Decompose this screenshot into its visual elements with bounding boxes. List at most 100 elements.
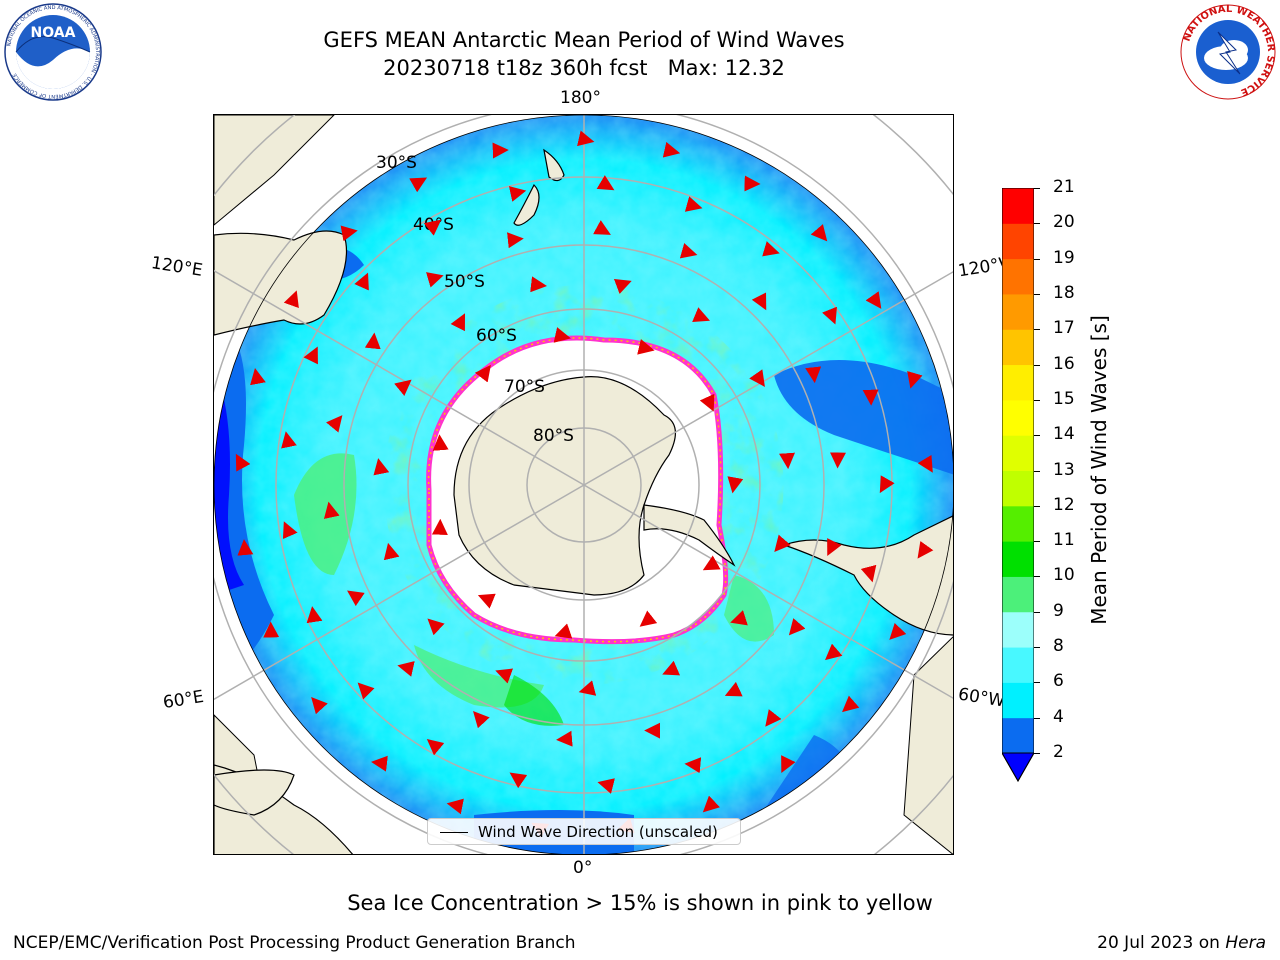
colorbar-under-triangle xyxy=(1001,752,1035,783)
colorbar-tick-label: 6 xyxy=(1053,671,1064,692)
wind-wave-arrow xyxy=(364,332,381,350)
colorbar-tick-mark xyxy=(1034,364,1040,366)
footer-date-text: 20 Jul 2023 on xyxy=(1097,933,1226,953)
wind-wave-arrow xyxy=(311,696,328,715)
colorbar-tick-label: 17 xyxy=(1053,318,1075,339)
wind-wave-arrow xyxy=(577,130,595,147)
wind-wave-arrow xyxy=(825,643,843,661)
wind-wave-arrow xyxy=(917,540,934,559)
noaa-logo: NOAA NATIONAL OCEANIC AND ATMOSPHERIC AD… xyxy=(2,2,104,102)
colorbar-segment xyxy=(1002,364,1034,401)
wind-wave-arrow xyxy=(699,393,715,412)
colorbar-tick-mark xyxy=(1034,293,1040,295)
lat-label-30s: 30°S xyxy=(376,153,417,173)
legend-line-swatch xyxy=(440,832,468,833)
colorbar xyxy=(1001,187,1035,783)
wind-wave-arrow xyxy=(473,710,490,729)
wind-wave-arrow xyxy=(323,501,340,519)
wind-wave-arrow xyxy=(781,755,796,774)
colorbar-tick-label: 14 xyxy=(1053,424,1075,445)
meridian-120w xyxy=(583,271,953,486)
colorbar-tick-mark xyxy=(1034,611,1040,613)
wind-wave-arrow xyxy=(860,564,877,583)
colorbar-tick-label: 19 xyxy=(1053,247,1075,268)
wind-wave-arrow xyxy=(805,366,822,384)
wind-wave-arrows xyxy=(235,130,934,838)
colorbar-tick-mark xyxy=(1034,647,1040,649)
legend-label: Wind Wave Direction (unscaled) xyxy=(478,823,718,841)
footer-branch: NCEP/EMC/Verification Post Processing Pr… xyxy=(13,933,576,953)
colorbar-tick-mark xyxy=(1034,505,1040,507)
lon-label-60e: 60°E xyxy=(161,686,206,714)
wind-wave-arrow xyxy=(865,291,882,309)
wind-wave-arrow xyxy=(639,610,658,627)
title-line-2: 20230718 t18z 360h fcst Max: 12.32 xyxy=(383,56,785,80)
map-legend: Wind Wave Direction (unscaled) xyxy=(427,818,741,845)
wind-wave-arrow xyxy=(879,475,895,494)
lon-label-60w: 60°W xyxy=(956,684,1007,712)
wind-wave-arrow xyxy=(554,623,573,639)
chart-title: GEFS MEAN Antarctic Mean Period of Wind … xyxy=(284,26,884,82)
colorbar-tick-mark xyxy=(1034,223,1040,225)
nws-logo: NATIONAL WEATHER SERVICE xyxy=(1178,2,1278,102)
wind-wave-arrow xyxy=(810,224,828,242)
colorbar-tick-label: 12 xyxy=(1053,494,1075,515)
colorbar-tick-label: 8 xyxy=(1053,636,1064,657)
wind-wave-arrow xyxy=(371,755,388,772)
meridian-60e xyxy=(214,484,585,701)
wind-wave-arrow xyxy=(765,709,782,727)
wind-wave-arrow xyxy=(281,431,297,449)
wind-wave-arrow xyxy=(394,379,412,396)
colorbar-title: Mean Period of Wind Waves [s] xyxy=(1087,315,1111,625)
lon-label-120e: 120°E xyxy=(149,253,204,281)
meridian-60w xyxy=(583,484,953,699)
wind-wave-arrow xyxy=(842,695,860,713)
wind-wave-arrow xyxy=(354,272,369,291)
wind-wave-arrow xyxy=(250,368,266,386)
wind-wave-arrow xyxy=(724,681,743,697)
noaa-logo-text: NOAA xyxy=(31,25,76,41)
wind-wave-arrow xyxy=(426,272,444,288)
latitude-labels: 30°S 40°S 50°S 60°S 70°S 80°S xyxy=(376,153,574,446)
colorbar-tick-label: 13 xyxy=(1053,459,1075,480)
colorbar-segment xyxy=(1002,576,1034,613)
wind-wave-arrow xyxy=(556,730,573,747)
colorbar-segment xyxy=(1002,293,1034,330)
wind-wave-arrow xyxy=(702,555,721,571)
wind-wave-arrow xyxy=(779,452,796,470)
wind-wave-arrow xyxy=(597,778,615,794)
colorbar-tick-label: 21 xyxy=(1053,177,1075,197)
wind-wave-arrow xyxy=(509,772,528,789)
colorbar-tick-label: 15 xyxy=(1053,388,1075,409)
colorbar-tick-mark xyxy=(1034,399,1040,401)
wind-wave-arrow xyxy=(788,618,806,636)
wind-wave-arrow xyxy=(426,739,445,756)
wind-wave-arrow xyxy=(762,241,780,257)
map-svg: 30°S 40°S 50°S 60°S 70°S 80°S xyxy=(214,115,953,854)
wind-wave-arrow xyxy=(446,798,464,815)
sea-ice-zone xyxy=(426,335,736,645)
colorbar-segment xyxy=(1002,258,1034,295)
lat-label-50s: 50°S xyxy=(444,272,485,292)
colorbar-segment xyxy=(1002,329,1034,366)
wind-wave-arrow xyxy=(727,476,744,494)
colorbar-segment xyxy=(1002,435,1034,471)
colorbar-segment xyxy=(1002,223,1034,260)
colorbar-tick-mark xyxy=(1034,258,1040,260)
wind-wave-arrow xyxy=(477,593,496,609)
wind-wave-arrow xyxy=(637,339,655,355)
wind-wave-arrow xyxy=(373,458,390,476)
wind-wave-arrow xyxy=(383,542,400,561)
wind-wave-arrow xyxy=(702,795,720,813)
wind-wave-arrow xyxy=(495,668,514,684)
colorbar-outline xyxy=(1001,187,1035,783)
continents xyxy=(214,148,953,854)
wind-wave-arrow xyxy=(553,327,571,343)
wind-wave-arrow xyxy=(507,232,524,249)
polar-map: 30°S 40°S 50°S 60°S 70°S 80°S Wind Wave … xyxy=(213,114,954,855)
meridian-120e xyxy=(214,269,585,486)
colorbar-tick-mark xyxy=(1034,329,1040,331)
colorbar-segment xyxy=(1002,647,1034,683)
wind-wave-arrow xyxy=(827,538,842,556)
wind-wave-arrow xyxy=(907,370,923,389)
